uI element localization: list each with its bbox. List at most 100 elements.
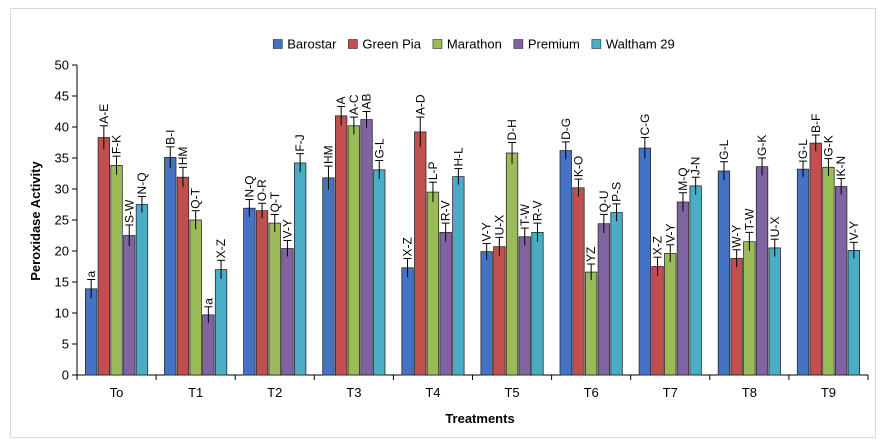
bar bbox=[110, 165, 123, 376]
bar bbox=[268, 222, 281, 376]
legend-item: Barostar bbox=[272, 37, 337, 52]
legend-label: Barostar bbox=[287, 37, 337, 52]
bar bbox=[505, 152, 519, 376]
bar-significance-label: X-Z bbox=[651, 236, 665, 255]
bar bbox=[847, 249, 860, 376]
bar-significance-label: A-E bbox=[97, 104, 111, 124]
bar-significance-label: K-N bbox=[834, 156, 848, 177]
bar bbox=[638, 147, 651, 376]
bar bbox=[97, 137, 110, 376]
bar-significance-label: B-F bbox=[809, 114, 823, 133]
bar-significance-label: W-Y bbox=[730, 225, 744, 248]
bar bbox=[281, 248, 294, 376]
bar-significance-label: U-X bbox=[768, 217, 782, 238]
bar bbox=[676, 201, 690, 376]
y-axis-title: Peroxidase Activity bbox=[28, 161, 43, 281]
legend-label: Green Pia bbox=[362, 37, 421, 52]
bar bbox=[730, 258, 743, 376]
series-barostar: a B-I N-Q HM X-Z V-Y D-G C-G G-L G-L bbox=[84, 114, 810, 376]
bar bbox=[452, 176, 465, 376]
y-tick-label: 5 bbox=[62, 337, 69, 352]
x-tick-label: T1 bbox=[188, 385, 203, 400]
bar bbox=[822, 166, 835, 376]
bar-significance-label: AB bbox=[360, 93, 374, 109]
bar bbox=[768, 247, 781, 376]
bar-significance-label: G-L bbox=[796, 139, 810, 159]
bar bbox=[809, 142, 822, 376]
bar bbox=[559, 150, 572, 376]
bar bbox=[164, 156, 177, 376]
legend-label: Waltham 29 bbox=[606, 37, 675, 52]
bar bbox=[334, 115, 348, 376]
bar-significance-label: G-L bbox=[717, 139, 731, 159]
bar bbox=[293, 162, 307, 376]
series-green-pia: A-E HM O-R A A-D U-X K-O X-Z W-Y B-F bbox=[97, 94, 823, 376]
bar-significance-label: YZ bbox=[584, 247, 598, 262]
bar-significance-label: B-I bbox=[163, 129, 177, 144]
bar-significance-label: M-Q bbox=[676, 167, 690, 190]
bar bbox=[202, 314, 215, 376]
x-axis: To T1 T2 T3 T4 T5 T6 T7 T8 T9 bbox=[76, 374, 869, 400]
bar bbox=[531, 231, 544, 376]
bar bbox=[743, 241, 756, 376]
legend: Barostar Green Pia Marathon Premium Waltham … bbox=[272, 37, 675, 52]
bar-significance-label: V-Y bbox=[280, 219, 294, 238]
bar bbox=[689, 185, 702, 376]
x-tick-label: T8 bbox=[742, 385, 757, 400]
bar-significance-label: Q-U bbox=[597, 190, 611, 212]
series-marathon: F-K Q-T Q-T A-C L-P D-H YZ V-Y T-W G-K bbox=[110, 94, 835, 376]
bar-significance-label: Q-T bbox=[268, 191, 282, 212]
bar bbox=[835, 186, 848, 376]
bar-significance-label: R-V bbox=[439, 200, 453, 221]
bar bbox=[401, 267, 414, 376]
bar bbox=[610, 212, 623, 376]
bar-significance-label: G-L bbox=[372, 138, 386, 158]
bar-significance-label: N-Q bbox=[242, 176, 256, 198]
bar-significance-label: a bbox=[201, 298, 215, 305]
bar bbox=[322, 177, 335, 376]
bar-significance-label: HM bbox=[321, 145, 335, 164]
bar bbox=[243, 207, 256, 376]
bar bbox=[585, 271, 598, 376]
legend-swatch bbox=[432, 39, 443, 49]
bar-significance-label: Q-T bbox=[189, 187, 203, 208]
legend-item: Premium bbox=[513, 37, 580, 52]
bar bbox=[255, 210, 269, 376]
legend-swatch bbox=[513, 39, 524, 49]
bar bbox=[717, 170, 731, 376]
x-tick-label: T9 bbox=[821, 385, 836, 400]
y-axis: 0 5 10 15 20 25 30 35 40 45 50 bbox=[55, 58, 78, 383]
chart-frame bbox=[10, 8, 876, 438]
bar-significance-label: U-X bbox=[492, 215, 506, 236]
bar-significance-label: A-D bbox=[413, 94, 427, 115]
y-tick-label: 20 bbox=[55, 244, 69, 259]
bar bbox=[189, 219, 202, 376]
y-tick-label: 40 bbox=[55, 120, 69, 135]
bar-significance-label: C-G bbox=[638, 114, 652, 136]
bar-significance-label: J-N bbox=[689, 157, 703, 176]
x-tick-label: T3 bbox=[346, 385, 361, 400]
bar bbox=[426, 191, 440, 376]
y-tick-label: 50 bbox=[55, 58, 69, 73]
y-tick-label: 45 bbox=[55, 89, 69, 104]
y-tick-label: 35 bbox=[55, 151, 69, 166]
legend-item: Green Pia bbox=[348, 37, 422, 52]
y-tick-label: 25 bbox=[55, 213, 69, 228]
bar-significance-label: V-Y bbox=[480, 222, 494, 241]
x-tick-label: T2 bbox=[267, 385, 282, 400]
bar-significance-label: D-G bbox=[559, 118, 573, 140]
bar bbox=[651, 266, 664, 376]
bar-significance-label: X-Z bbox=[401, 237, 415, 256]
bar bbox=[597, 223, 610, 376]
bar-significance-label: X-Z bbox=[214, 239, 228, 258]
bar bbox=[755, 166, 769, 376]
bar-significance-label: T-W bbox=[518, 203, 532, 226]
bar-significance-label: R-V bbox=[530, 200, 544, 221]
bar bbox=[347, 125, 361, 376]
bar-significance-label: HM bbox=[176, 147, 190, 166]
y-tick-label: 30 bbox=[55, 182, 69, 197]
legend-swatch bbox=[591, 39, 602, 49]
